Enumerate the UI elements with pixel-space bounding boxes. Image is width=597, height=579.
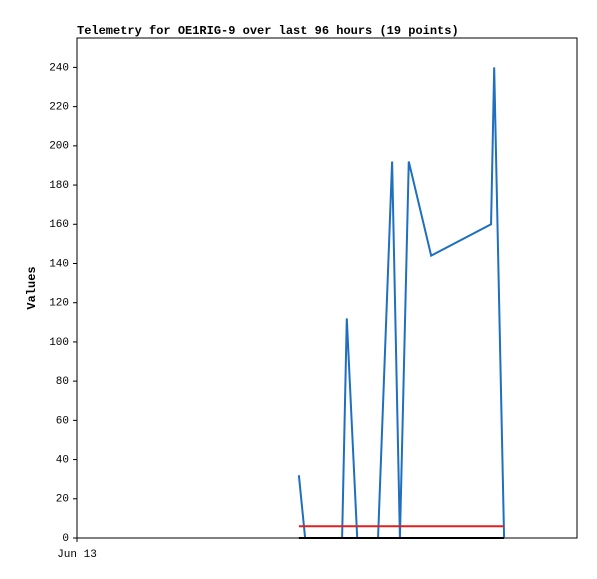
- data-line: [297, 67, 506, 539]
- y-tick-label: 160: [49, 219, 69, 231]
- y-tick-label: 40: [56, 454, 69, 466]
- y-tick-label: 240: [49, 62, 69, 74]
- y-tick-label: 20: [56, 494, 69, 506]
- y-tick-label: 0: [62, 533, 69, 545]
- x-tick-label: Jun 13: [57, 549, 97, 561]
- y-tick-label: 140: [49, 258, 69, 270]
- y-tick-label: 200: [49, 141, 69, 153]
- y-tick-label: 120: [49, 298, 69, 310]
- y-axis-label: Values: [25, 266, 39, 309]
- y-tick-label: 80: [56, 376, 69, 388]
- chart-title: Telemetry for OE1RIG-9 over last 96 hour…: [77, 24, 459, 38]
- y-tick-label: 60: [56, 415, 69, 427]
- y-tick-label: 220: [49, 102, 69, 114]
- y-tick-label: 100: [49, 337, 69, 349]
- y-tick-label: 180: [49, 180, 69, 192]
